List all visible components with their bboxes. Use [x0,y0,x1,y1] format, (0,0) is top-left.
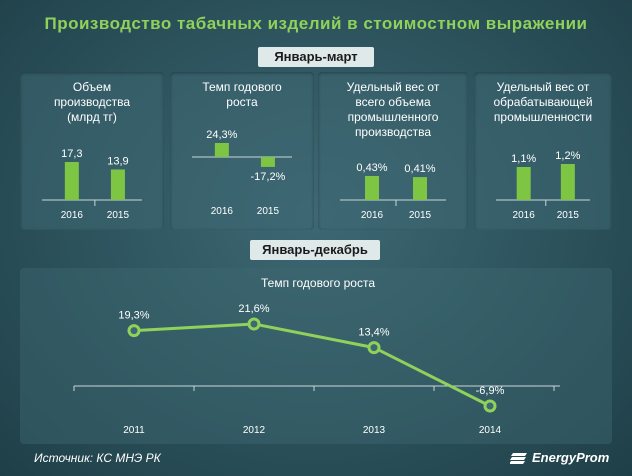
section-label-q1: Январь-март [258,47,374,67]
category-label-2011: 2011 [123,425,145,436]
page-title: Производство табачных изделий в стоимост… [44,14,588,33]
data-label-2016: 0,43% [356,162,387,174]
source-note: Источник: КС МНЭ РК [34,451,161,465]
bar-2016 [214,143,229,157]
category-label-2015: 2015 [107,210,130,221]
category-label-2012: 2012 [243,425,266,436]
panel-share-manufacturing: Удельный вес от обрабатывающей промышлен… [474,72,612,230]
bar-2016 [516,167,531,200]
energyprom-logo-icon [510,452,527,464]
data-label-2015: 13,9 [107,155,128,167]
bar-2015 [413,177,427,200]
point-2012 [247,317,261,331]
category-label-2014: 2014 [479,425,502,436]
category-label-2015: 2015 [557,210,580,221]
logo: EnergyProm [510,450,609,465]
panel-title: Удельный вес от всего объема промышленно… [346,80,440,139]
mini-chart-1: 24,3% 2016 -17,2% 2015 [192,129,292,217]
data-label-2016: 1,1% [511,153,536,165]
logo-text: EnergyProm [532,450,610,465]
panel-growth-rate: Темп годового роста 24,3% 2016 -17,2% 2015 [170,72,314,230]
bar-2015 [560,164,575,200]
line-chart-title: Темп годового роста [261,276,375,290]
mini-chart-0: 17,3 2016 13,9 2015 [42,148,142,221]
data-label-2014: -6,9% [476,385,505,397]
category-label-2016: 2016 [361,210,384,221]
data-label-2011: 19,3% [118,310,149,322]
panel-title: Темп годового роста [202,80,282,109]
data-label-2015: 1,2% [555,150,580,162]
bar-2016 [64,162,79,200]
section-label-year: Январь-декабрь [250,240,380,260]
category-label-2016: 2016 [513,210,536,221]
panel-title: Объем производства (млрд тг) [53,80,131,124]
line-chart: Темп годового роста 19,3% 2011 21,6% 2012 13,… [73,276,560,436]
mini-chart-2: 0,43% 2016 0,41% 2015 [340,162,446,221]
data-label-2012: 21,6% [238,303,269,315]
data-label-2016: 24,3% [206,129,237,141]
point-2014 [483,399,497,413]
data-label-2016: 17,3 [61,148,82,160]
data-label-2015: -17,2% [250,171,285,183]
bar-2016 [365,176,379,200]
panel-annual-growth: Темп годового роста 19,3% 2011 21,6% 2012 13,… [20,268,612,444]
point-2013 [367,341,381,355]
category-label-2013: 2013 [363,425,386,436]
panel-title: Удельный вес от обрабатывающей промышлен… [493,80,593,124]
panel-share-industry: Удельный вес от всего объема промышленно… [318,72,468,230]
bar-2015 [110,169,125,200]
mini-chart-3: 1,1% 2016 1,2% 2015 [496,150,590,221]
panel-production-volume: Объем производства (млрд тг) 17,3 2016 13,… [20,72,164,230]
category-label-2016: 2016 [61,210,84,221]
bar-2015 [260,157,275,167]
data-label-2013: 13,4% [358,327,389,339]
category-label-2015: 2015 [257,206,280,217]
category-label-2016: 2016 [211,206,234,217]
data-label-2015: 0,41% [404,163,435,175]
series-line [133,322,491,408]
category-label-2015: 2015 [409,210,432,221]
point-2011 [127,324,141,338]
